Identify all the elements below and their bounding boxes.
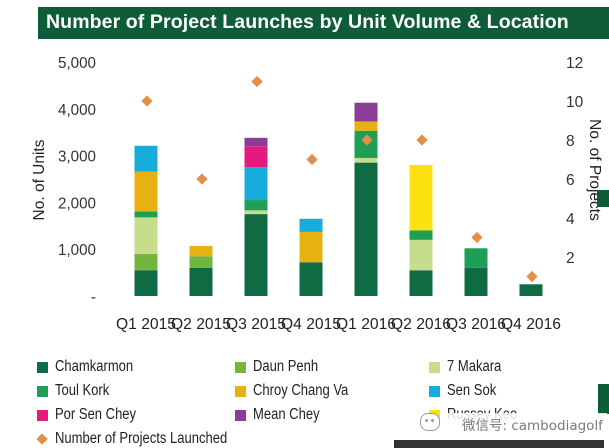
bar-segment	[244, 214, 268, 296]
y-tick-label: 3,000	[58, 149, 96, 166]
legend-swatch	[429, 362, 440, 373]
title-bar: Number of Project Launches by Unit Volum…	[38, 7, 609, 39]
bar-segment	[299, 231, 323, 263]
bar-segment	[134, 171, 158, 212]
legend-label: Chamkarmon	[55, 358, 134, 375]
bar-segment	[409, 239, 433, 271]
bar-segment	[134, 145, 158, 172]
bar-segment	[354, 162, 378, 296]
chart-title: Number of Project Launches by Unit Volum…	[46, 11, 569, 33]
watermark-text: 微信号: cambodiagolf	[444, 413, 607, 434]
bar-segment	[244, 200, 268, 211]
x-tick-label: Q1 2015	[116, 316, 176, 333]
y-right-tick-label: 10	[566, 94, 584, 111]
y-right-tick-label: 6	[566, 172, 575, 189]
bar-segment	[354, 121, 378, 131]
legend-label: 7 Makara	[447, 358, 502, 375]
x-tick-label: Q4 2015	[281, 316, 341, 333]
x-tick-label: Q3 2015	[226, 316, 286, 333]
legend-label: Number of Projects Launched	[55, 430, 228, 447]
bottom-strip	[394, 440, 604, 448]
bar-segment	[134, 253, 158, 271]
bar-segment	[134, 217, 158, 254]
legend-swatch	[429, 386, 440, 397]
project-count-marker	[416, 134, 428, 146]
bar-segment	[354, 102, 378, 122]
y-tick-label: 2,000	[58, 195, 96, 212]
x-tick-label: Q3 2016	[446, 316, 506, 333]
edge-decoration-bottom	[598, 384, 609, 414]
y-right-tick-label: 12	[566, 55, 583, 72]
bar-segment	[134, 270, 158, 296]
legend-label: Mean Chey	[253, 406, 320, 423]
bar-segment	[244, 167, 268, 201]
legend-swatch	[235, 386, 246, 397]
project-count-marker	[471, 231, 483, 244]
wechat-icon	[420, 413, 440, 431]
project-count-marker	[526, 270, 538, 283]
bar-segment	[244, 146, 268, 168]
y-axis-label: No. of Units	[31, 139, 48, 220]
x-tick-label: Q2 2015	[171, 316, 231, 333]
bar-segment	[189, 245, 213, 257]
bar-segment	[244, 210, 268, 215]
bar-segment	[464, 267, 488, 296]
bar-segment	[189, 267, 213, 296]
legend-swatch	[37, 410, 48, 421]
bar-segment	[189, 256, 213, 268]
bar-segment	[409, 230, 433, 240]
bar-segment	[244, 137, 268, 147]
bar-segment	[299, 262, 323, 296]
legend-swatch	[235, 410, 246, 421]
legend-label: Chroy Chang Va	[253, 382, 349, 399]
x-tick-label: Q2 2016	[391, 316, 451, 333]
y-right-tick-label: 8	[566, 133, 575, 150]
legend-swatch	[37, 386, 48, 397]
bar-segment	[519, 284, 543, 296]
legend-swatch	[235, 362, 246, 373]
legend-label: Sen Sok	[447, 382, 497, 399]
legend-label: Daun Penh	[253, 358, 319, 375]
bar-segment	[354, 157, 378, 163]
project-count-marker	[361, 134, 373, 146]
project-count-marker	[251, 75, 263, 88]
legend-label: Toul Kork	[55, 382, 110, 399]
bar-segment	[299, 218, 323, 232]
y-right-tick-label: 2	[566, 250, 575, 267]
legend-label: Por Sen Chey	[55, 406, 137, 423]
y-tick-label: -	[91, 289, 96, 306]
legend-swatch	[37, 362, 48, 373]
bar-segment	[409, 164, 433, 231]
project-count-marker	[196, 173, 208, 185]
x-tick-label: Q4 2016	[501, 316, 561, 333]
bar-segment	[464, 248, 488, 268]
project-count-marker	[306, 153, 318, 166]
bar-segment	[134, 211, 158, 218]
y-right-tick-label: 4	[566, 211, 575, 228]
y-tick-label: 4,000	[58, 102, 96, 119]
y-tick-label: 1,000	[58, 242, 96, 259]
bar-segment	[409, 270, 433, 296]
edge-decoration	[597, 190, 609, 207]
y-tick-label: 5,000	[58, 55, 96, 72]
x-tick-label: Q1 2016	[336, 316, 396, 333]
project-count-marker	[141, 95, 153, 107]
